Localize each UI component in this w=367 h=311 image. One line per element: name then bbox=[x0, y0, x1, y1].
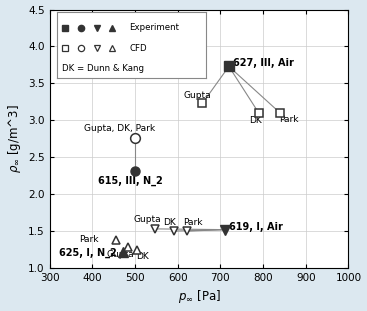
Text: 615, III, N_2: 615, III, N_2 bbox=[98, 170, 163, 186]
Text: DK: DK bbox=[249, 116, 262, 125]
Text: 625, I, N_2: 625, I, N_2 bbox=[59, 248, 117, 258]
Text: Park: Park bbox=[79, 235, 99, 244]
Text: Gupta: Gupta bbox=[107, 249, 134, 258]
Text: Gupta: Gupta bbox=[183, 91, 211, 100]
Y-axis label: $\rho_{\infty}$ [g/m^3]: $\rho_{\infty}$ [g/m^3] bbox=[6, 104, 22, 173]
Text: Park: Park bbox=[279, 115, 299, 124]
Text: 627, III, Air: 627, III, Air bbox=[233, 58, 294, 68]
X-axis label: $p_{\infty}$ [Pa]: $p_{\infty}$ [Pa] bbox=[178, 288, 221, 305]
Text: Gupta: Gupta bbox=[134, 216, 161, 225]
Text: Gupta, DK, Park: Gupta, DK, Park bbox=[84, 124, 155, 133]
Text: DK: DK bbox=[163, 218, 175, 227]
Text: Park: Park bbox=[184, 218, 203, 227]
Text: DK: DK bbox=[136, 252, 149, 261]
Text: 619, I, Air: 619, I, Air bbox=[229, 222, 283, 232]
